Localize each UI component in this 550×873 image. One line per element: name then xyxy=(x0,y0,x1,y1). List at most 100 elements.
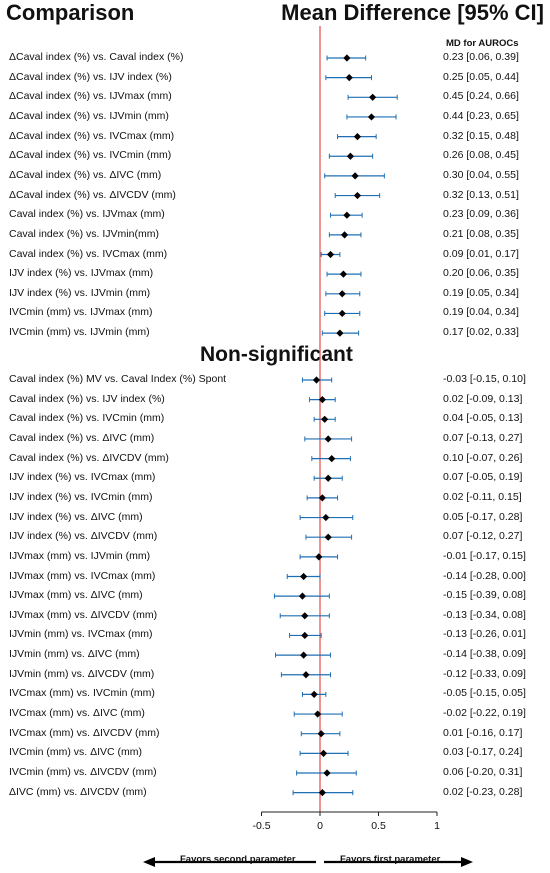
md-point xyxy=(317,730,325,738)
row-md-value: -0.05 [-0.15, 0.05] xyxy=(443,687,526,700)
row-label: IJVmin (mm) vs. ΔIVCDV (mm) xyxy=(9,667,155,680)
row-md-value: -0.02 [-0.22, 0.19] xyxy=(443,707,526,720)
row-label: ΔCaval index (%) vs. IVCmax (mm) xyxy=(9,129,175,142)
md-point xyxy=(312,376,321,384)
row-md-value: -0.03 [-0.15, 0.10] xyxy=(443,373,526,385)
row-md-value: 0.09 [0.01, 0.17] xyxy=(443,247,519,260)
md-point xyxy=(324,533,332,541)
row-label: IJV index (%) vs. IJVmax (mm) xyxy=(9,267,154,280)
row-md-value: 0.01 [-0.16, 0.17] xyxy=(443,726,523,739)
md-column-header: MD for AUROCs xyxy=(446,38,519,49)
row-label: IVCmax (mm) vs. ΔIVCDV (mm) xyxy=(9,726,160,739)
md-point xyxy=(301,631,309,640)
md-point xyxy=(340,231,349,239)
md-point xyxy=(321,415,329,423)
row-label: ΔIVC (mm) vs. ΔIVCDV (mm) xyxy=(9,785,147,798)
md-point xyxy=(367,113,376,121)
row-label: ΔCaval index (%) vs. IJV index (%) xyxy=(9,70,172,83)
row-md-value: -0.12 [-0.33, 0.09] xyxy=(443,667,526,680)
row-label: IVCmin (mm) vs. IJVmax (mm) xyxy=(9,306,153,319)
row-label: IJVmin (mm) vs. IVCmax (mm) xyxy=(9,628,153,641)
md-point xyxy=(343,211,351,219)
md-point xyxy=(328,455,336,463)
x-tick-label: -0.5 xyxy=(252,820,271,832)
md-point xyxy=(353,133,362,141)
row-md-value: 0.19 [0.05, 0.34] xyxy=(443,286,519,299)
md-point xyxy=(300,651,308,659)
favors-second-label: Favors second parameter xyxy=(180,854,296,865)
md-point xyxy=(300,572,308,581)
row-label: IJV index (%) vs. IVCmin (mm) xyxy=(9,490,153,503)
row-md-value: 0.05 [-0.17, 0.28] xyxy=(443,510,523,523)
row-md-value: 0.10 [-0.07, 0.26] xyxy=(443,451,523,464)
mean-difference-header: Mean Difference [95% CI] xyxy=(281,0,544,25)
row-label: IJV index (%) vs. IJVmin (mm) xyxy=(9,286,151,299)
md-point xyxy=(302,671,310,679)
md-point xyxy=(323,769,331,777)
row-md-value: 0.07 [-0.12, 0.27] xyxy=(443,530,523,543)
row-label: Caval index (%) vs. IVCmax (mm) xyxy=(9,247,168,260)
row-md-value: 0.26 [0.08, 0.45] xyxy=(443,149,519,162)
row-md-value: -0.14 [-0.28, 0.00] xyxy=(443,569,526,582)
row-md-value: 0.02 [-0.11, 0.15] xyxy=(443,490,522,503)
row-label: IJV index (%) vs. ΔIVCDV (mm) xyxy=(9,530,158,543)
row-md-value: 0.02 [-0.23, 0.28] xyxy=(443,785,523,798)
row-label: Caval index (%) vs. ΔIVCDV (mm) xyxy=(9,451,169,464)
row-md-value: 0.44 [0.23, 0.65] xyxy=(443,109,519,122)
md-point xyxy=(343,54,351,62)
md-point xyxy=(318,494,326,502)
row-label: IJV index (%) vs. ΔIVC (mm) xyxy=(9,510,143,523)
md-point xyxy=(322,513,330,522)
md-point xyxy=(324,474,332,482)
row-label: IJVmin (mm) vs. ΔIVC (mm) xyxy=(9,648,140,661)
row-md-value: 0.06 [-0.20, 0.31] xyxy=(443,766,523,778)
row-label: ΔCaval index (%) vs. ΔIVCDV (mm) xyxy=(9,188,176,201)
row-md-value: 0.32 [0.13, 0.51] xyxy=(443,188,519,201)
md-point xyxy=(353,191,362,200)
md-point xyxy=(318,789,326,797)
row-label: Caval index (%) vs. IVCmin (mm) xyxy=(9,412,165,425)
row-label: Caval index (%) vs. ΔIVC (mm) xyxy=(9,431,155,444)
row-label: Caval index (%) vs. IJVmin(mm) xyxy=(9,227,159,240)
md-point xyxy=(346,152,355,160)
row-label: IJVmax (mm) vs. ΔIVC (mm) xyxy=(9,589,143,602)
md-point xyxy=(319,749,328,757)
x-tick-label: 0 xyxy=(317,820,323,832)
row-label: ΔCaval index (%) vs. IVCmin (mm) xyxy=(9,149,172,162)
md-point xyxy=(318,396,326,404)
row-md-value: 0.21 [0.08, 0.35] xyxy=(443,227,519,240)
row-label: ΔCaval index (%) vs. IJVmin (mm) xyxy=(9,109,169,122)
row-md-value: 0.32 [0.15, 0.48] xyxy=(443,129,519,142)
row-md-value: 0.23 [0.06, 0.39] xyxy=(443,51,519,63)
row-md-value: 0.03 [-0.17, 0.24] xyxy=(443,746,523,759)
row-md-value: 0.45 [0.24, 0.66] xyxy=(443,90,519,103)
row-label: IJVmax (mm) vs. IJVmin (mm) xyxy=(9,549,151,562)
md-point xyxy=(336,329,344,337)
row-label: IVCmin (mm) vs. ΔIVCDV (mm) xyxy=(9,766,157,778)
row-label: ΔCaval index (%) vs. IJVmax (mm) xyxy=(9,90,172,103)
row-md-value: 0.17 [0.02, 0.33] xyxy=(443,326,519,339)
row-md-value: -0.15 [-0.39, 0.08] xyxy=(443,589,526,602)
non-significant-title: Non-significant xyxy=(200,343,353,366)
row-label: IJV index (%) vs. IVCmax (mm) xyxy=(9,471,156,484)
row-label: IVCmax (mm) vs. ΔIVC (mm) xyxy=(9,707,145,720)
row-md-value: -0.13 [-0.26, 0.01] xyxy=(443,628,526,641)
md-point xyxy=(324,435,332,443)
row-label: IJVmax (mm) vs. ΔIVCDV (mm) xyxy=(9,608,158,621)
md-point xyxy=(301,612,309,620)
favors-first-arrowhead xyxy=(461,857,473,867)
row-label: Caval index (%) MV vs. Caval Index (%) S… xyxy=(9,373,227,385)
row-md-value: 0.07 [-0.13, 0.27] xyxy=(443,431,523,444)
comparison-header: Comparison xyxy=(6,0,135,25)
row-md-value: -0.13 [-0.34, 0.08] xyxy=(443,608,526,621)
favors-second-arrowhead xyxy=(143,857,155,867)
row-md-value: -0.14 [-0.38, 0.09] xyxy=(443,648,526,661)
md-point xyxy=(338,290,346,298)
row-label: IVCmin (mm) vs. ΔIVC (mm) xyxy=(9,746,142,759)
row-md-value: 0.19 [0.04, 0.34] xyxy=(443,306,519,319)
row-md-value: 0.04 [-0.05, 0.13] xyxy=(443,412,523,425)
row-label: IVCmin (mm) vs. IJVmin (mm) xyxy=(9,326,150,339)
row-md-value: 0.20 [0.06, 0.35] xyxy=(443,267,519,280)
row-md-value: 0.25 [0.05, 0.44] xyxy=(443,70,519,83)
